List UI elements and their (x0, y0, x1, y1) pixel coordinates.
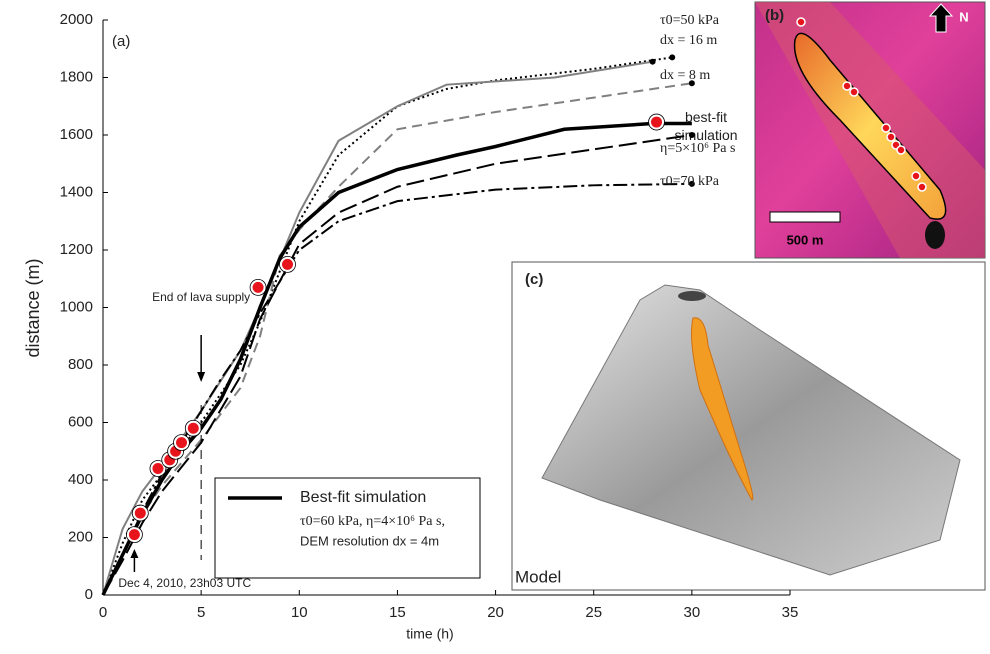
observation (150, 461, 166, 476)
series-label: dx = 16 m (660, 33, 718, 48)
series-label-box: best-fit simulation (674, 109, 738, 143)
panel-label: (b) (765, 7, 784, 24)
y-tick-label: 400 (68, 471, 93, 488)
y-tick-label: 1000 (60, 298, 93, 315)
observation-ring (279, 255, 296, 273)
panel-label: (a) (112, 33, 130, 50)
y-tick-label: 1800 (60, 68, 93, 85)
series-label-box: τ0=70 kPa (660, 174, 720, 189)
volcano-terrain (541, 284, 961, 576)
lava-end-label: End of lava supply (152, 290, 251, 304)
y-tick-label: 200 (68, 528, 93, 545)
legend-text: τ0=60 kPa, η=4×10⁶ Pa s, (300, 514, 445, 529)
north-label: N (959, 9, 968, 24)
x-tick-label: 25 (585, 604, 602, 621)
observation-ring (131, 504, 149, 522)
series-line (101, 121, 692, 596)
map-points (796, 17, 927, 192)
arrow-head (197, 372, 206, 382)
north-arrow (928, 3, 954, 33)
observation (132, 505, 148, 521)
x-tick-label: 30 (684, 604, 701, 621)
observation-ring (126, 526, 143, 544)
x-tick-label: 5 (197, 604, 205, 621)
model-caption: Model (515, 567, 561, 586)
observation-ring (173, 434, 190, 452)
x-tick-label: 15 (389, 604, 406, 621)
series-label-box: τ0=50 kPa (660, 13, 720, 28)
observation (174, 435, 190, 451)
panel-b: (b) 500 m N (754, 1, 986, 259)
end-marker (688, 132, 695, 138)
annotation-box: End of lava supply (152, 290, 251, 304)
series-label-box: dx = 16 m (660, 33, 718, 48)
series-line (102, 82, 693, 596)
series-label-box: dx = 8 m (660, 68, 711, 83)
scale-bar (769, 211, 841, 223)
start-label: Dec 4, 2010, 23h03 UTC (118, 576, 251, 590)
series-label: τ0=50 kPa (660, 13, 720, 28)
crater (925, 221, 945, 249)
observation-ring (648, 113, 665, 131)
legend-title: Best-fit simulation (300, 489, 426, 506)
observation (126, 527, 142, 543)
x-axis-label: time (h) (406, 626, 453, 642)
scale-label: 500 m (787, 232, 824, 247)
y-tick-label: 1200 (60, 241, 93, 258)
observation (280, 256, 296, 272)
end-marker (688, 180, 695, 187)
arrow-head (130, 549, 139, 558)
flow-outline (793, 32, 947, 220)
series-line (102, 134, 693, 596)
observation-ring (149, 460, 167, 477)
y-tick-label: 1600 (60, 126, 93, 143)
x-tick-label: 35 (782, 604, 799, 621)
y-tick-label: 2000 (60, 11, 93, 28)
end-marker (688, 80, 695, 87)
y-axis-label: distance (m) (23, 258, 43, 357)
y-tick-label: 1400 (60, 183, 93, 200)
end-marker (649, 58, 656, 65)
series-label: dx = 8 m (660, 68, 711, 83)
legend-box (214, 477, 481, 579)
observation-ring (249, 278, 267, 296)
y-tick-label: 800 (68, 356, 93, 373)
panel-c: (c) Model (511, 261, 986, 591)
observation (250, 279, 266, 295)
x-tick-label: 10 (291, 604, 308, 621)
x-tick-label: 20 (487, 604, 504, 621)
summit-crater (678, 291, 706, 301)
x-tick-label: 0 (99, 604, 107, 621)
observation (185, 420, 201, 436)
panel-label: (c) (525, 271, 543, 288)
y-tick-label: 0 (85, 586, 93, 603)
series-label: τ0=70 kPa (660, 174, 720, 189)
series-line (102, 56, 673, 596)
observation (649, 114, 665, 130)
model-flow (691, 317, 754, 501)
series-label-box: η=5×10⁶ Pa s (660, 141, 736, 156)
series-label: best-fit simulation (674, 109, 738, 143)
end-marker (669, 54, 676, 61)
y-tick-label: 600 (68, 413, 93, 430)
series-label: η=5×10⁶ Pa s (660, 141, 736, 156)
series-line (102, 182, 692, 596)
legend-text: DEM resolution dx = 4m (300, 533, 439, 548)
